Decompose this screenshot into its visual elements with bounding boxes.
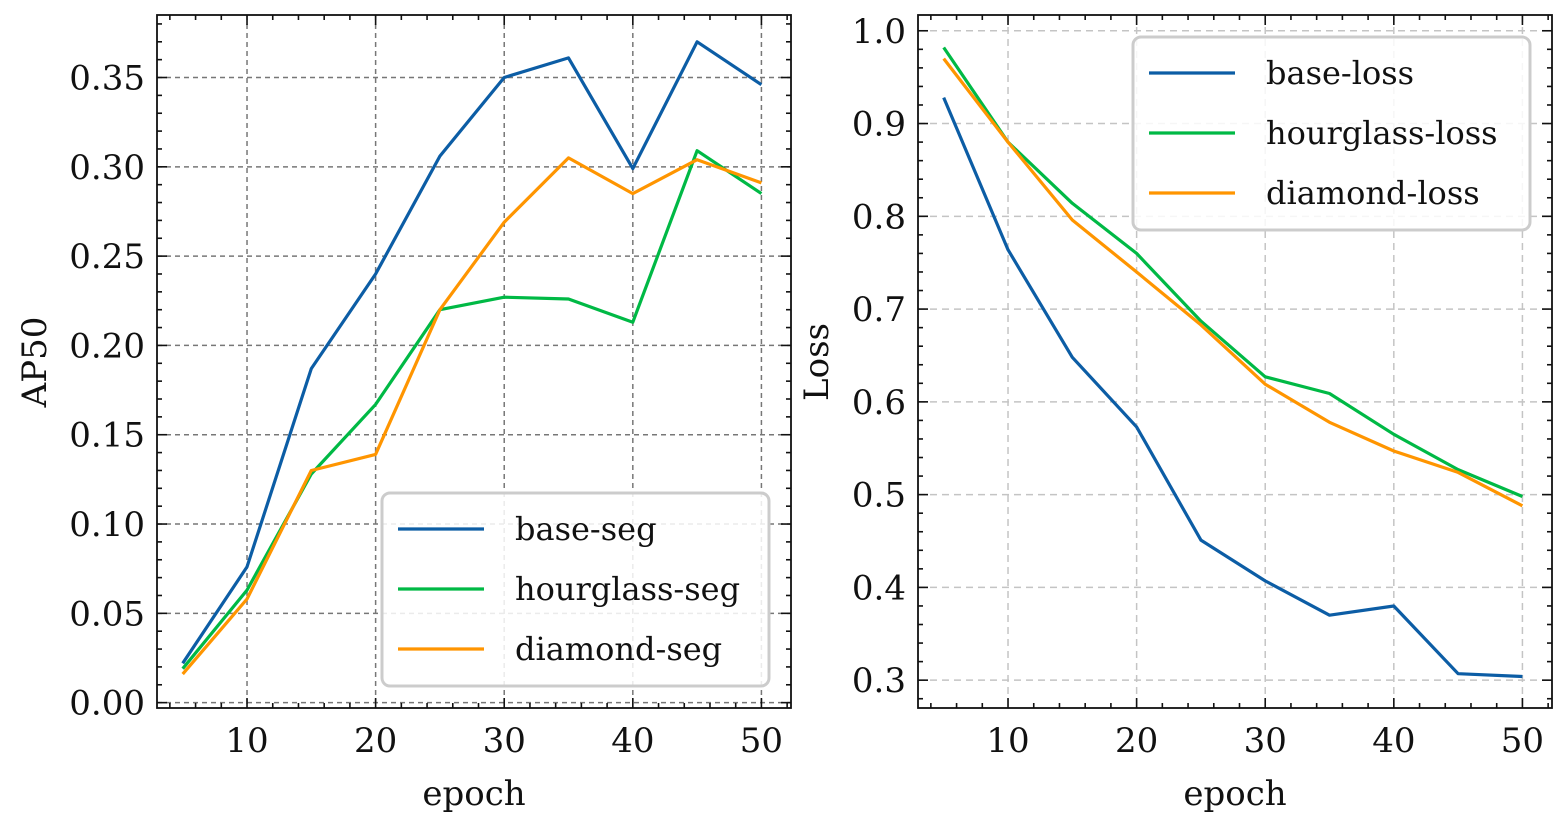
y-tick-label: 0.00 xyxy=(69,684,145,724)
plot-frame xyxy=(156,14,792,709)
y-tick-label: 1.0 xyxy=(852,12,906,52)
y-tick-label: 0.5 xyxy=(852,476,906,516)
y-tick-label: 0.8 xyxy=(852,197,906,237)
y-tick-label: 0.35 xyxy=(69,59,145,99)
legend: base-loss hourglass-loss diamond-loss xyxy=(1131,35,1532,232)
legend-label: base-seg xyxy=(515,510,657,548)
y-tick-label: 0.4 xyxy=(852,568,906,608)
x-tick-label: 50 xyxy=(1501,721,1544,761)
x-tick-label: 40 xyxy=(1372,721,1415,761)
series-line-hourglass-loss xyxy=(942,46,1524,498)
series-lines xyxy=(942,46,1524,679)
x-tick-label: 30 xyxy=(483,721,526,761)
series-line-diamond-seg xyxy=(181,156,762,676)
x-tick-label: 40 xyxy=(611,721,654,761)
y-tick-label: 0.9 xyxy=(852,105,906,145)
y-tick-label: 0.10 xyxy=(69,505,145,545)
y-tick-label: 0.30 xyxy=(69,148,145,188)
x-tick-label: 50 xyxy=(740,721,783,761)
y-axis-label: Loss xyxy=(797,323,837,401)
legend-label: hourglass-seg xyxy=(515,570,740,608)
legend-label: base-loss xyxy=(1266,54,1414,92)
x-tick-label: 30 xyxy=(1244,721,1287,761)
tick-labels: 10 20 30 40 50 0.00 0.05 0.10 0.15 0.20 0.25 0.30 0.… xyxy=(69,59,783,761)
y-tick-label: 0.7 xyxy=(852,290,906,330)
x-tick-label: 10 xyxy=(225,721,268,761)
chart-panel-2: 10 20 30 40 50 0.3 0.4 0.5 0.6 0.7 0.8 0.9 1.0 epoch L… xyxy=(797,12,1553,814)
plot-frame xyxy=(917,14,1553,709)
series-line-diamond-loss xyxy=(942,57,1524,508)
y-tick-label: 0.25 xyxy=(69,237,145,277)
legend: base-seg hourglass-seg diamond-seg xyxy=(380,491,771,688)
series-line-base-loss xyxy=(942,96,1523,679)
chart-panel-1: 10 20 30 40 50 0.00 0.05 0.10 0.15 0.20 0.25 0.30 0.… xyxy=(15,14,792,814)
legend-label: diamond-seg xyxy=(515,630,722,668)
x-axis-label: epoch xyxy=(422,774,525,814)
legend-label: diamond-loss xyxy=(1266,174,1480,212)
y-tick-label: 0.20 xyxy=(69,326,145,366)
legend-box xyxy=(1131,35,1532,232)
grid-lines xyxy=(918,15,1552,708)
x-tick-label: 10 xyxy=(986,721,1029,761)
legend-box xyxy=(380,491,771,688)
series-lines xyxy=(181,40,763,676)
x-tick-label: 20 xyxy=(354,721,397,761)
legend-label: hourglass-loss xyxy=(1266,114,1498,152)
y-tick-label: 0.6 xyxy=(852,383,906,423)
x-tick-label: 20 xyxy=(1115,721,1158,761)
y-tick-label: 0.3 xyxy=(852,661,906,701)
tick-labels: 10 20 30 40 50 0.3 0.4 0.5 0.6 0.7 0.8 0.9 1.0 xyxy=(852,12,1544,761)
x-axis-label: epoch xyxy=(1183,774,1286,814)
y-tick-label: 0.05 xyxy=(69,594,145,634)
y-axis-label: AP50 xyxy=(15,317,55,409)
series-line-base-seg xyxy=(181,40,763,665)
y-tick-label: 0.15 xyxy=(69,416,145,456)
